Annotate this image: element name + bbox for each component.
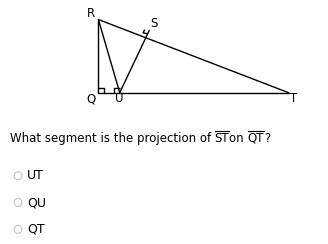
Text: T: T [290,92,297,105]
Text: U: U [115,92,123,105]
Text: What segment is the projection of: What segment is the projection of [10,132,215,144]
Text: on: on [229,132,248,144]
Text: ?: ? [264,132,271,144]
Text: QT: QT [248,132,264,144]
Text: QT: QT [27,223,45,236]
Text: UT: UT [27,169,44,182]
Text: ST: ST [215,132,229,144]
Text: S: S [150,17,157,30]
Text: Q: Q [87,92,96,105]
Text: QU: QU [27,196,46,209]
Text: R: R [87,7,95,20]
